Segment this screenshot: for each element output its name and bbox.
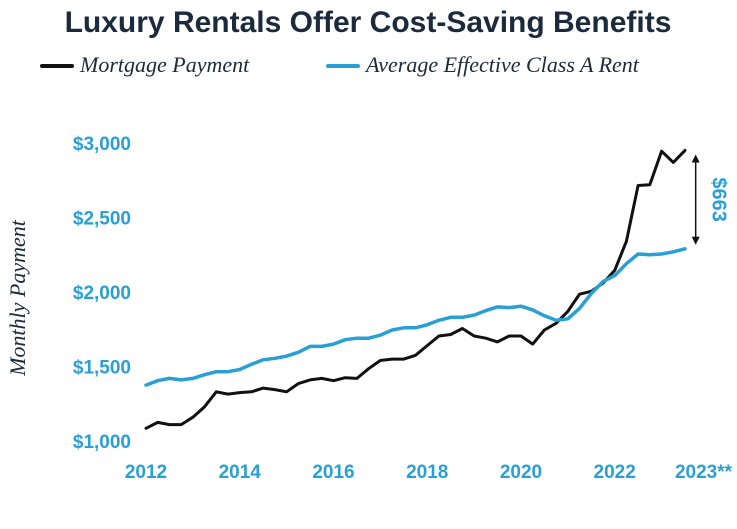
arrow-head-top [691,154,700,163]
series-line-rent [144,247,687,387]
x-axis-ticks: 2012 2014 2016 2018 2020 2022 2023** [125,462,733,483]
y-tick-label: $2,500 [73,209,131,230]
annotation-layer: $663 [691,154,729,245]
x-tick-label: 2018 [406,462,448,483]
series-layer [144,148,687,430]
arrow-head-bottom [691,236,700,245]
legend-item-mortgage: Mortgage Payment [40,52,250,77]
y-tick-label: $1,000 [73,432,131,453]
x-tick-label: 2012 [125,462,167,483]
x-tick-label: 2022 [594,462,636,483]
x-tick-label: 2023** [675,462,733,483]
y-tick-label: $2,000 [73,283,131,304]
legend: Mortgage Payment Average Effective Class… [40,52,640,77]
x-tick-label: 2020 [500,462,542,483]
x-tick-label: 2014 [219,462,262,483]
legend-label-mortgage: Mortgage Payment [79,52,250,77]
difference-label: $663 [707,177,729,222]
legend-label-rent: Average Effective Class A Rent [364,52,640,77]
legend-item-rent: Average Effective Class A Rent [326,52,640,77]
y-tick-label: $3,000 [73,134,131,155]
x-tick-label: 2016 [312,462,354,483]
chart-title: Luxury Rentals Offer Cost-Saving Benefit… [65,6,672,39]
y-axis-label: Monthly Payment [5,219,30,377]
series-line-mortgage [144,148,687,430]
y-tick-label: $1,500 [73,358,131,379]
y-axis-ticks: $1,000 $1,500 $2,000 $2,500 $3,000 [73,134,131,453]
